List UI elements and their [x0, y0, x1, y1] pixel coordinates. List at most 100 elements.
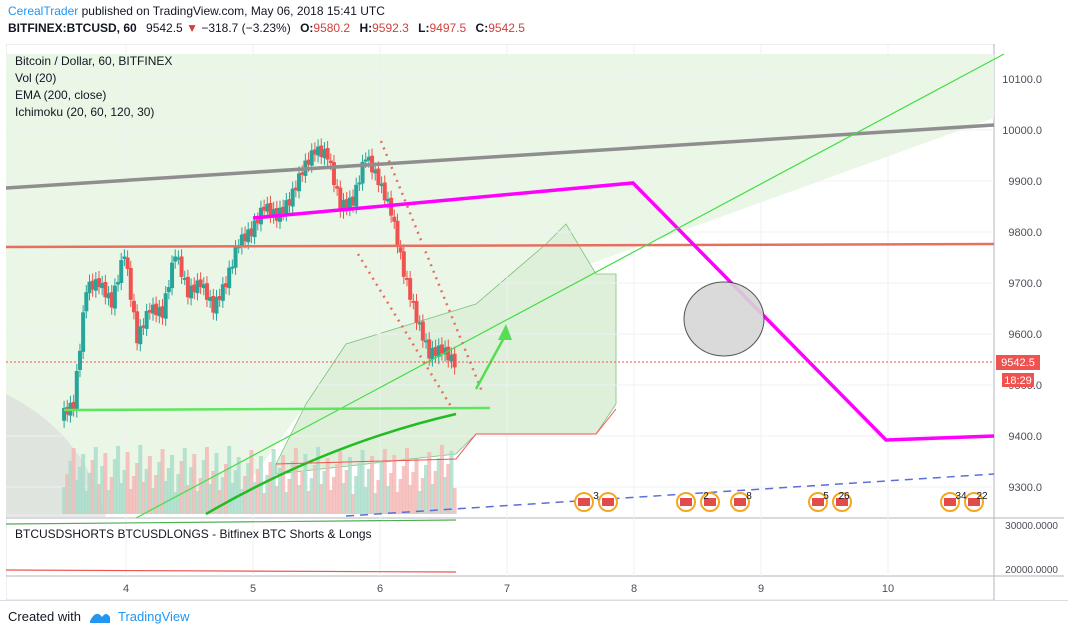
- volume-bar: [322, 471, 327, 514]
- candle-body: [357, 182, 362, 185]
- secondary-axis: 30000.0000 20000.0000: [1005, 521, 1058, 576]
- volume-bar: [401, 466, 406, 514]
- volume-bar: [376, 480, 381, 514]
- volume-bar: [312, 465, 317, 514]
- volume-bar: [112, 459, 117, 514]
- chart-area[interactable]: 3 2 8 5 26 34 22 10100.0 10000.0 9900.0 9800.0 970…: [5, 43, 1064, 601]
- candle-body: [112, 285, 117, 309]
- volume-bar: [449, 451, 454, 514]
- candle-body: [131, 300, 136, 313]
- volume-bar: [239, 489, 244, 514]
- volume-bar: [414, 459, 419, 514]
- volume-bar: [201, 460, 206, 514]
- author-link[interactable]: CerealTrader: [8, 4, 79, 18]
- volume-bar: [366, 469, 371, 514]
- candle-body: [62, 407, 67, 421]
- flag-stripe: [734, 498, 746, 506]
- candle-body: [347, 197, 352, 210]
- volume-bar: [452, 488, 457, 514]
- chart-canvas[interactable]: 3 2 8 5 26 34 22 10100.0 10000.0 9900.0 9800.0 970…: [5, 43, 1064, 601]
- volume-bar: [373, 493, 378, 514]
- volume-bar: [166, 468, 171, 514]
- candle-body: [84, 292, 89, 312]
- candle-body: [373, 169, 378, 174]
- volume-bar: [195, 491, 200, 514]
- candle-body: [328, 160, 333, 164]
- candle-body: [195, 280, 200, 294]
- tradingview-link[interactable]: TradingView: [118, 609, 190, 624]
- volume-bar: [446, 464, 451, 514]
- volume-bar: [74, 480, 79, 514]
- volume-bar: [192, 454, 197, 514]
- candle-body: [449, 354, 454, 362]
- volume-bar: [300, 472, 305, 514]
- arrow-head-icon: [498, 324, 512, 340]
- countdown-badge: [1002, 373, 1034, 387]
- candle-body: [354, 184, 359, 207]
- volume-bar: [150, 488, 155, 514]
- volume-bar: [385, 486, 390, 514]
- volume-bar: [382, 449, 387, 514]
- volume-bar: [357, 463, 362, 514]
- candle-body: [417, 322, 422, 325]
- candle-body: [255, 219, 260, 224]
- candle-body: [420, 321, 425, 341]
- volume-bar: [265, 475, 270, 514]
- candle-body: [71, 401, 76, 410]
- candle-body: [309, 150, 314, 166]
- volume-bar: [287, 479, 292, 514]
- event-count-label: 3: [593, 491, 599, 502]
- volume-bar: [293, 448, 298, 514]
- candle-body: [335, 186, 340, 189]
- candle-body: [398, 247, 403, 253]
- candle-body: [439, 344, 444, 354]
- candle-body: [344, 199, 349, 209]
- candle-body: [106, 293, 111, 299]
- legend-ichimoku: Ichimoku (20, 60, 120, 30): [15, 105, 155, 119]
- volume-bar: [271, 449, 276, 514]
- volume-bar: [154, 475, 159, 514]
- candle-body: [366, 156, 371, 161]
- time-tick-label: 6: [377, 583, 383, 595]
- volume-bar: [62, 487, 67, 514]
- volume-bar: [325, 458, 330, 514]
- candle-body: [217, 296, 222, 300]
- volume-bar: [249, 450, 254, 514]
- close-label: C:: [475, 21, 489, 35]
- event-markers: 3 2 8 5 26 34 22: [574, 491, 988, 512]
- price-tick-label: 9400.0: [1008, 431, 1042, 443]
- candle-body: [192, 284, 197, 293]
- down-triangle-icon: ▼: [186, 21, 198, 35]
- candle-body: [376, 168, 381, 186]
- candle-body: [173, 256, 178, 262]
- volume-bar: [163, 481, 168, 514]
- candle-body: [319, 145, 324, 158]
- volume-bar: [344, 470, 349, 514]
- volume-bar: [297, 485, 302, 514]
- time-tick-label: 4: [123, 583, 129, 595]
- time-tick-label: 10: [882, 583, 894, 595]
- candle-body: [224, 283, 229, 288]
- volume-bar: [404, 448, 409, 514]
- volume-bar: [351, 494, 356, 514]
- candle-body: [436, 345, 441, 357]
- candle-body: [144, 311, 149, 329]
- flag-stripe: [680, 498, 692, 506]
- volume-bar: [189, 467, 194, 514]
- volume-bar: [90, 460, 95, 514]
- candlestick-series: [62, 138, 457, 428]
- candle-body: [385, 198, 390, 202]
- price-tick-label: 9800.0: [1008, 227, 1042, 239]
- candle-body: [109, 292, 114, 308]
- candle-body: [93, 279, 98, 291]
- gray-circle-annotation: [683, 281, 765, 357]
- candle-body: [220, 284, 225, 301]
- candle-body: [316, 146, 321, 156]
- price-tick-label: 9900.0: [1008, 176, 1042, 188]
- candle-body: [154, 303, 159, 316]
- volume-bar: [100, 466, 105, 514]
- candle-body: [157, 307, 162, 317]
- candle-body: [233, 247, 238, 268]
- candle-body: [166, 287, 171, 293]
- volume-bar: [427, 452, 432, 514]
